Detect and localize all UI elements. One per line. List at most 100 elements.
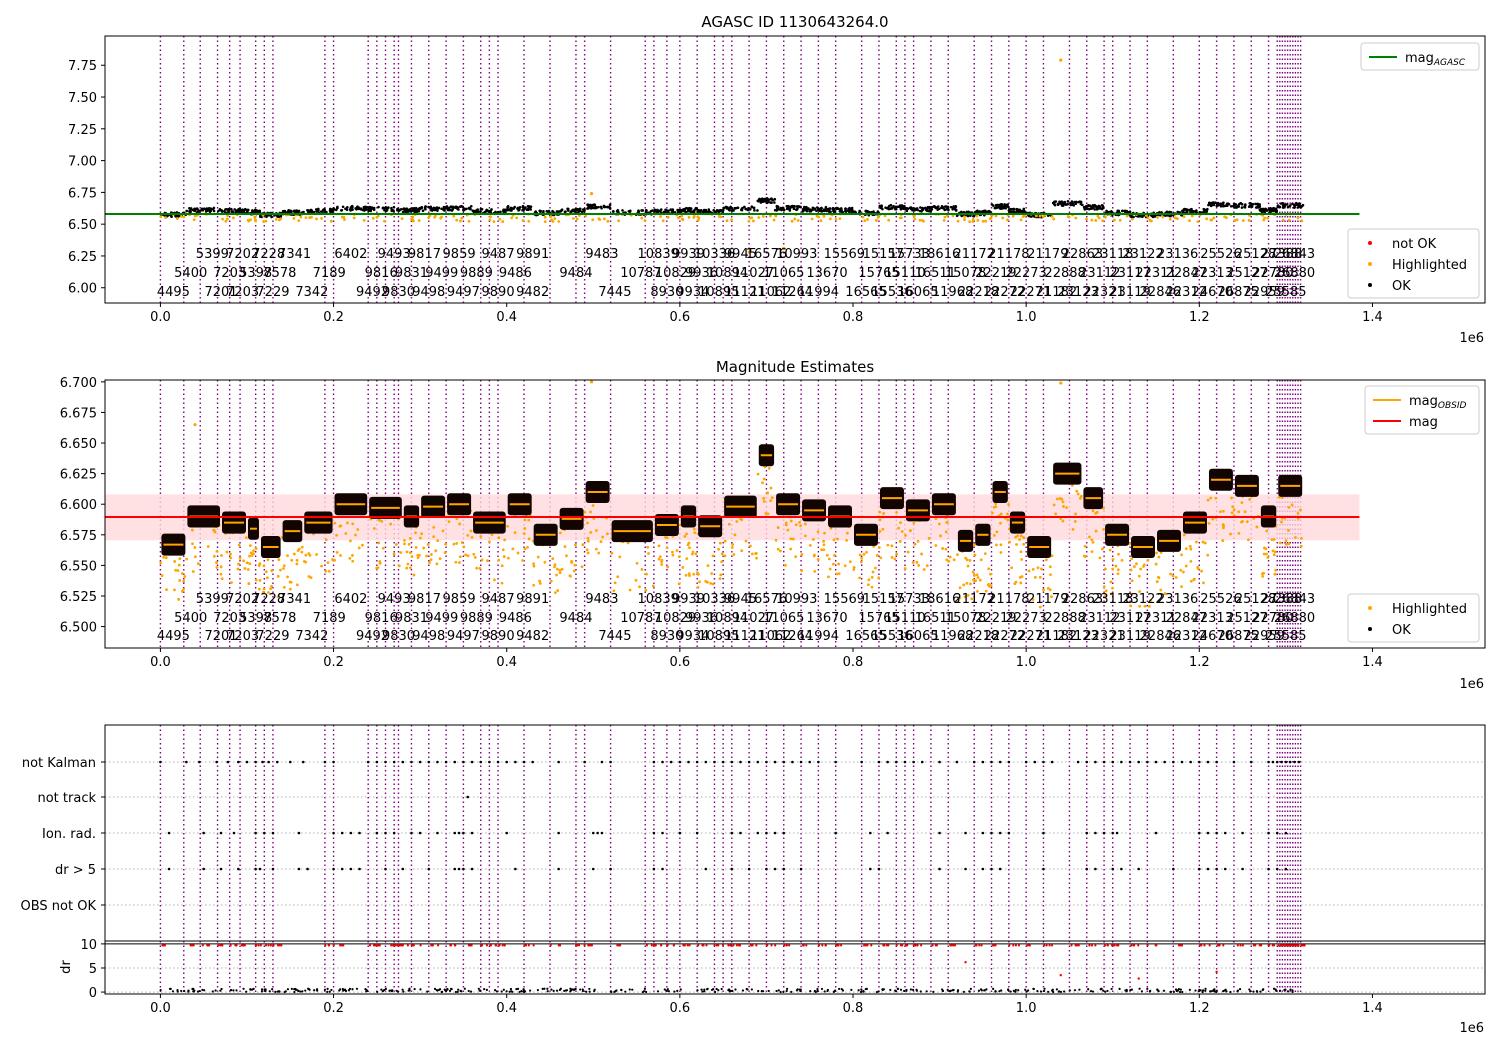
agasc-ok-point <box>701 210 704 214</box>
magnitude-obsid-label: 22219 <box>975 611 1016 626</box>
magnitude-highlighted-point <box>688 574 691 578</box>
dr-ok-point <box>402 990 405 993</box>
magnitude-highlighted-point <box>229 552 233 556</box>
magnitude-highlighted-point <box>229 556 233 560</box>
magnitude-highlighted-point <box>522 532 526 535</box>
agasc-ok-point <box>1101 205 1105 208</box>
dr-ok-point <box>229 989 232 992</box>
magnitude-highlighted-point <box>288 580 292 584</box>
magnitude-obsid-label: 11121 <box>724 629 765 644</box>
magnitude-highlighted-point <box>934 517 938 521</box>
magnitude-highlighted-point <box>764 511 768 515</box>
agasc-ok-point <box>503 208 507 212</box>
agasc-highlighted-point <box>725 219 729 223</box>
magnitude-highlighted-point <box>215 561 218 564</box>
magnitude-highlighted-point <box>1155 580 1159 584</box>
flags-flag-point <box>1115 831 1119 835</box>
flags-flag-point <box>1249 760 1253 764</box>
dr-threshold-point <box>1208 944 1211 947</box>
flags-flag-point <box>747 867 751 871</box>
magnitude-highlighted-point <box>952 558 956 562</box>
magnitude-highlighted-point <box>735 520 739 523</box>
magnitude-lower-legend-marker-swatch <box>1368 627 1372 631</box>
magnitude-highlighted-point <box>704 579 708 583</box>
agasc-ok-point <box>564 210 567 213</box>
agasc-ok-point <box>645 209 648 212</box>
magnitude-highlighted-point <box>709 582 713 585</box>
magnitude-obsid-label: 15157 <box>863 592 904 607</box>
magnitude-obsid-label: 26880 <box>1274 611 1315 626</box>
dr-ok-point <box>1194 989 1197 992</box>
agasc-highlighted-point <box>515 216 519 220</box>
dr-threshold-point <box>1268 944 1271 947</box>
agasc-highlighted-point <box>666 215 670 219</box>
magnitude-highlighted-point <box>1070 483 1074 487</box>
agasc-highlighted-point <box>221 217 225 221</box>
agasc-highlighted-point <box>411 215 415 219</box>
agasc-highlighted-point <box>320 217 323 220</box>
flags-flag-point <box>1094 760 1097 764</box>
magnitude-highlighted-point <box>372 527 376 530</box>
agasc-obsid-label: 15569 <box>824 247 865 262</box>
magnitude-highlighted-point <box>827 575 830 579</box>
magnitude-obsid-label: 10895 <box>698 629 739 644</box>
dr-ok-point <box>628 988 631 991</box>
dr-ok-point <box>183 989 186 993</box>
agasc-highlighted-point <box>876 215 880 219</box>
agasc-obsid-label: 16565 <box>845 285 886 300</box>
flags-flag-point <box>1033 760 1037 764</box>
magnitude-highlighted-point <box>1157 576 1161 580</box>
magnitude-highlighted-point <box>585 548 589 552</box>
flags-flag-point <box>938 760 941 764</box>
dr-threshold-point <box>887 944 890 947</box>
flags-flag-point <box>557 867 560 871</box>
magnitude-highlighted-point <box>376 566 380 570</box>
dr-threshold-point <box>1132 944 1135 947</box>
magnitude-y-tick-label: 6.550 <box>60 559 97 574</box>
agasc-ok-point <box>429 205 433 209</box>
dr-ok-point <box>407 989 410 992</box>
magnitude-highlighted-point <box>1179 568 1183 572</box>
agasc-highlighted-point <box>790 219 794 223</box>
agasc-ok-point <box>811 206 815 210</box>
agasc-obsid-label: 9891 <box>516 247 549 262</box>
agasc-highlighted-point <box>1094 219 1098 222</box>
agasc-x-tick-label: 1.0 <box>1016 310 1037 325</box>
magnitude-highlighted-point <box>718 577 722 581</box>
magnitude-obsid-label: 9830 <box>382 629 415 644</box>
magnitude-highlighted-point <box>692 572 696 576</box>
agasc-obsid-label: 22271 <box>1010 285 1051 300</box>
flags-flag-point <box>436 760 439 764</box>
agasc-ok-point <box>467 206 471 210</box>
agasc-ok-point <box>1222 201 1225 204</box>
agasc-ok-point <box>770 197 773 201</box>
magnitude-highlighted-point <box>1038 605 1042 609</box>
magnitude-highlighted-point <box>865 550 868 554</box>
magnitude-highlighted-point <box>867 578 871 582</box>
flags-flag-point <box>652 831 656 835</box>
agasc-highlighted-point <box>342 215 346 219</box>
flags-flag-point <box>1275 831 1279 835</box>
dr-ok-point <box>977 989 981 992</box>
flags-category-label: OBS not OK <box>21 899 97 914</box>
magnitude-highlighted-point <box>479 535 483 538</box>
magnitude-highlighted-point <box>784 563 787 567</box>
agasc-ok-point <box>270 215 273 219</box>
magnitude-highlighted-point <box>1061 500 1065 504</box>
dr-ok-point <box>782 990 785 993</box>
magnitude-highlighted-point <box>822 548 826 552</box>
magnitude-obsid-label: 22863 <box>1062 592 1103 607</box>
flags-flag-point <box>912 760 915 764</box>
magnitude-highlighted-point <box>436 539 440 543</box>
magnitude-highlighted-point <box>182 588 185 591</box>
magnitude-highlighted-point <box>555 573 558 577</box>
magnitude-highlighted-point <box>803 534 807 538</box>
magnitude-highlighted-point <box>1091 509 1095 513</box>
magnitude-highlighted-point <box>276 574 280 578</box>
agasc-highlighted-point <box>772 218 776 222</box>
magnitude-highlighted-point <box>1240 520 1243 524</box>
agasc-highlighted-point <box>489 215 492 219</box>
dr-ok-point <box>1017 989 1020 992</box>
agasc-ok-point <box>308 210 311 214</box>
